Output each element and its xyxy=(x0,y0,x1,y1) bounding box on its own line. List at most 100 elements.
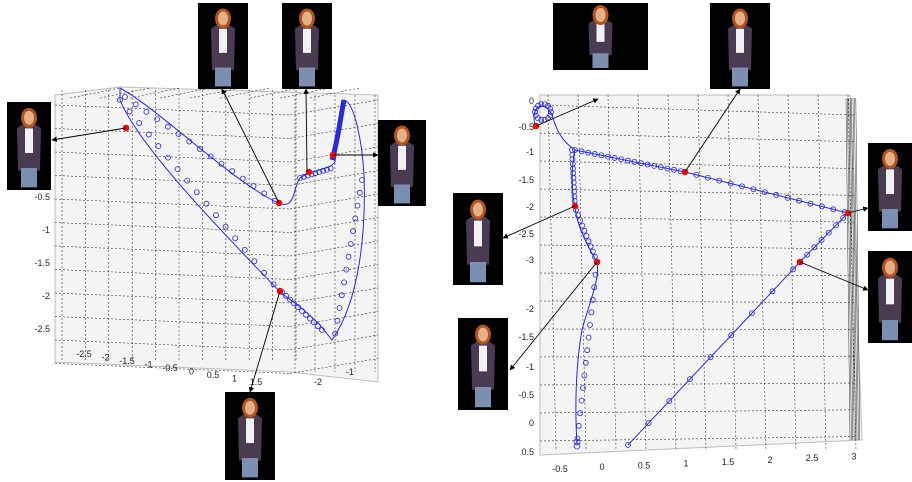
avatar-face xyxy=(218,11,228,26)
avatar-thumbnail xyxy=(453,193,503,285)
y-tick-label: -0.5 xyxy=(518,390,534,400)
trajectory-marker xyxy=(332,330,339,337)
grid-line xyxy=(189,87,241,99)
trajectory-marker xyxy=(840,214,847,221)
trajectory-marker xyxy=(644,161,651,168)
trajectory-marker xyxy=(790,266,797,273)
trajectory-marker xyxy=(213,212,219,219)
avatar-face xyxy=(885,260,895,275)
trajectory-marker xyxy=(598,152,605,159)
trajectory-marker xyxy=(303,311,309,318)
avatar-thumbnail xyxy=(225,392,275,480)
grid-line xyxy=(54,339,291,351)
x-tick-label: -1.5 xyxy=(119,356,135,366)
grid-line xyxy=(54,269,291,280)
avatar-face xyxy=(885,151,895,166)
trajectory-marker xyxy=(193,189,200,196)
trajectory-marker xyxy=(535,102,541,109)
right-plot: 0 -0.5 -1 -1.5 -2 -2.5 -3 -2 -1.5 -1 -0.5 0 0.5 -0.5 0… xyxy=(518,94,863,474)
trajectory-marker xyxy=(671,166,677,173)
y-tick-label: -1 xyxy=(526,147,534,157)
x-tick-label: -1 xyxy=(144,360,152,370)
trajectory-marker xyxy=(587,322,593,328)
z-tick-label: -2 xyxy=(314,377,322,387)
grid-line xyxy=(289,334,379,351)
trajectory-marker xyxy=(311,319,317,326)
trajectory-marker xyxy=(315,323,321,330)
trajectory-marker xyxy=(589,248,596,255)
grid-line xyxy=(539,300,856,303)
right-trajectory-markers xyxy=(532,101,848,450)
trajectory-marker xyxy=(592,271,599,278)
grid-line xyxy=(289,264,379,280)
avatar-jeans xyxy=(882,320,898,341)
grid-line xyxy=(289,311,379,327)
trajectory-marker xyxy=(825,229,832,236)
left-trajectory-markers xyxy=(117,94,365,337)
callout-arrows xyxy=(51,88,869,393)
trajectory-marker xyxy=(585,238,592,245)
trajectory-marker xyxy=(579,222,586,229)
callout-arrow xyxy=(509,261,598,371)
trajectory-marker xyxy=(796,197,802,204)
trajectory-marker xyxy=(338,292,345,299)
z-tick-label: -1 xyxy=(346,367,354,377)
trajectory-marker xyxy=(748,310,755,317)
trajectory-marker xyxy=(291,300,297,307)
avatar-thumbnails xyxy=(7,3,912,480)
trajectory-marker xyxy=(572,147,578,153)
grid-line xyxy=(289,287,379,304)
x-tick-label: 1 xyxy=(232,374,237,384)
trajectory-marker xyxy=(334,317,341,324)
trajectory-marker xyxy=(174,166,181,173)
trajectory-marker xyxy=(585,334,592,341)
avatar-jeans xyxy=(242,458,258,478)
trajectory-marker xyxy=(578,397,585,404)
trajectory-marker xyxy=(356,189,363,196)
trajectory-marker xyxy=(165,154,171,161)
trajectory-marker xyxy=(336,305,343,311)
y-tick-label: 0.5 xyxy=(521,447,534,457)
x-tick-label: 0.5 xyxy=(638,460,651,470)
callout-arrow xyxy=(221,88,280,204)
trajectory-marker xyxy=(631,158,638,165)
y-tick-label: -2 xyxy=(526,202,534,212)
grid-line xyxy=(539,244,856,250)
avatar-thumbnail xyxy=(710,3,770,89)
avatar-jeans xyxy=(394,184,410,204)
grid-line xyxy=(607,94,617,451)
x-tick-label: 0.5 xyxy=(207,370,220,380)
trajectory-marker xyxy=(229,168,236,175)
trajectory-marker xyxy=(589,296,596,303)
x-tick-label: 2 xyxy=(767,455,772,465)
trajectory-marker xyxy=(657,164,664,171)
trajectory-marker xyxy=(728,332,735,339)
trajectory-marker xyxy=(651,162,658,169)
trajectory-marker xyxy=(591,284,598,291)
trajectory-marker xyxy=(345,253,352,260)
trajectory-marker xyxy=(581,227,588,234)
grid-line xyxy=(54,104,291,116)
avatar-shirt xyxy=(736,28,744,53)
grid-line xyxy=(159,87,211,99)
trajectory-marker xyxy=(577,410,584,417)
grid-line xyxy=(54,245,291,257)
grid-line xyxy=(54,222,291,233)
avatar-jeans xyxy=(470,262,486,283)
trajectory-marker xyxy=(666,398,673,404)
grid-line xyxy=(539,382,856,386)
grid-line xyxy=(667,94,677,451)
avatar-face xyxy=(735,11,745,26)
right-plot-panel xyxy=(539,94,863,456)
trajectory-marker xyxy=(532,109,538,115)
trajectory-marker xyxy=(538,116,545,123)
y-tick-label: -1.5 xyxy=(518,175,534,185)
grid-line xyxy=(69,87,121,99)
trajectory-marker xyxy=(573,438,581,446)
trajectory-marker xyxy=(707,354,714,361)
left-grid xyxy=(54,87,379,374)
avatar-face xyxy=(473,202,483,217)
grid-line xyxy=(54,128,291,139)
grid-line xyxy=(855,97,861,441)
avatar-jeans xyxy=(882,209,898,229)
